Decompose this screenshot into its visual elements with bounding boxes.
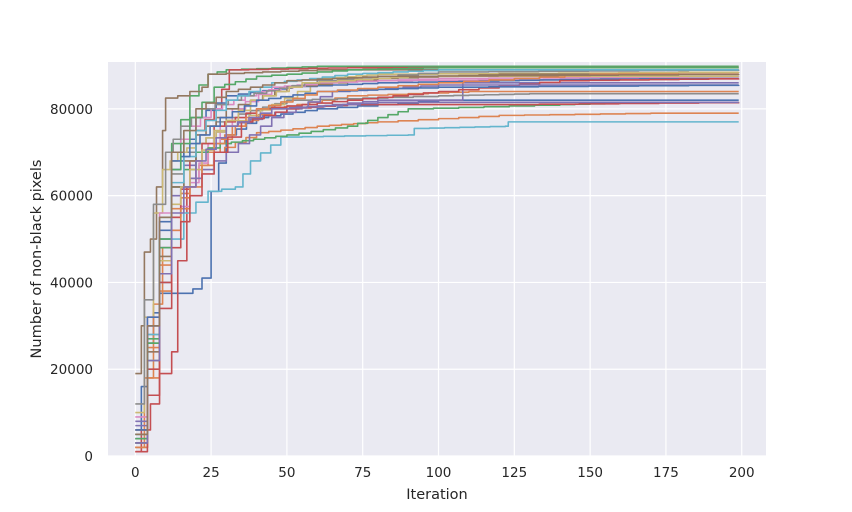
- y-tick-label: 20000: [50, 362, 93, 378]
- y-tick-label: 0: [84, 449, 93, 465]
- series-line: [135, 101, 740, 453]
- x-tick-label: 125: [501, 465, 527, 481]
- x-tick-label: 100: [426, 465, 452, 481]
- series-line: [135, 84, 740, 431]
- series-line: [135, 69, 740, 405]
- series-lines: [135, 65, 740, 453]
- x-tick-label: 150: [577, 465, 603, 481]
- y-tick-label: 40000: [50, 275, 93, 291]
- x-tick-label: 75: [354, 465, 371, 481]
- series-line: [135, 99, 739, 431]
- series-line: [135, 69, 739, 375]
- x-tick-labels: 0 25 50 75 100 125 150 175 200: [131, 465, 755, 481]
- series-line: [135, 73, 740, 436]
- x-tick-label: 175: [653, 465, 679, 481]
- series-line: [135, 71, 740, 414]
- x-tick-label: 0: [131, 465, 140, 481]
- x-axis-label: Iteration: [406, 487, 468, 503]
- y-tick-labels: 0 20000 40000 60000 80000: [50, 102, 93, 465]
- series-line: [135, 101, 739, 444]
- y-axis-label: Number of non-black pixels: [29, 160, 45, 359]
- x-tick-label: 25: [203, 465, 220, 481]
- x-tick-label: 200: [729, 465, 755, 481]
- series-line: [135, 121, 739, 444]
- y-tick-label: 80000: [50, 102, 93, 118]
- y-tick-label: 60000: [50, 189, 93, 205]
- x-tick-label: 50: [278, 465, 295, 481]
- series-line: [135, 66, 739, 440]
